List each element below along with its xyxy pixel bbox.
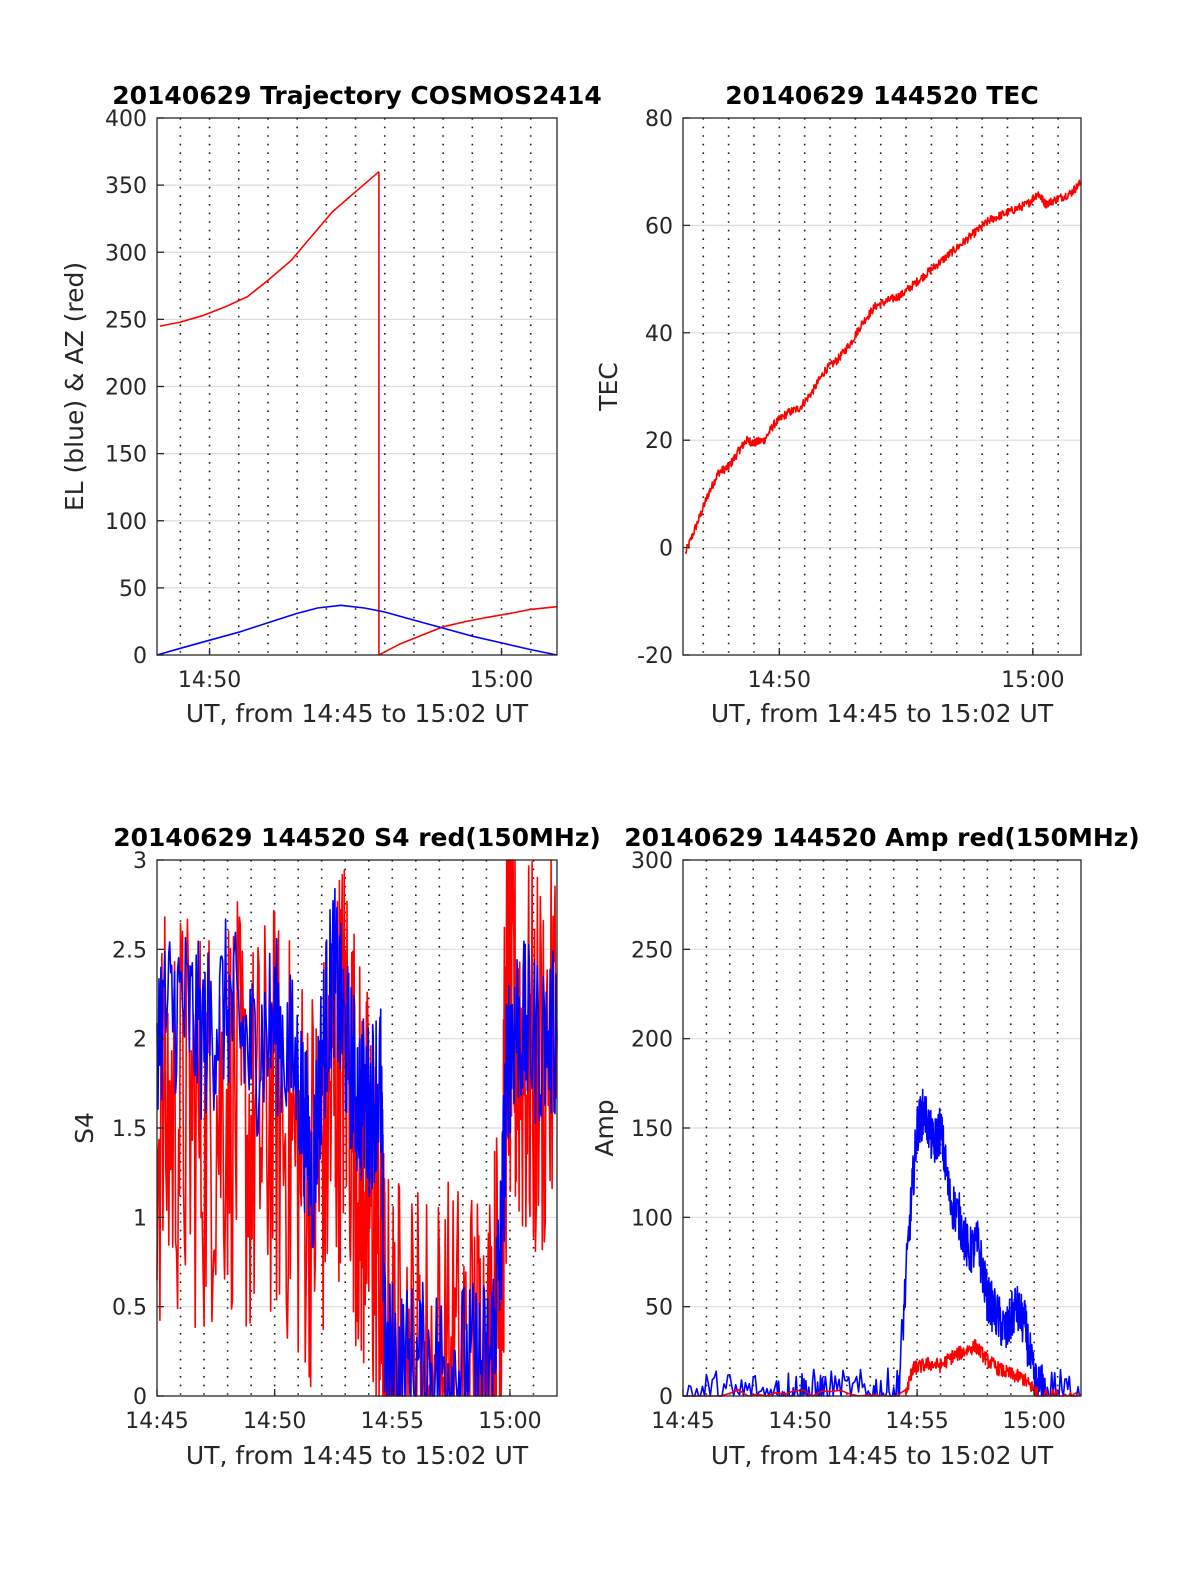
y-tick-label: 0 xyxy=(133,1385,147,1410)
y-tick-label: -20 xyxy=(637,644,673,669)
series-line-0 xyxy=(159,171,380,327)
y-tick-label: 0.5 xyxy=(112,1296,147,1321)
y-tick-label: 2 xyxy=(133,1028,147,1053)
y-tick-label: 0 xyxy=(659,1385,673,1410)
x-tick-label: 15:00 xyxy=(1002,1409,1065,1434)
tick-labels: 14:45 14:50 14:55 15:00 0 0.5 1 1.5 2 2.5 3 xyxy=(112,849,542,1434)
chart-title: 20140629 144520 S4 red(150MHz) xyxy=(113,823,601,852)
tick-labels: 14:50 15:00 0 50 100 150 200 250 300 350 400 xyxy=(105,107,533,693)
grid-lines xyxy=(157,118,557,655)
tick-labels: 14:50 15:00 -20 0 20 40 60 80 xyxy=(637,107,1064,693)
y-tick-label: 50 xyxy=(119,577,147,602)
y-axis-label: EL (blue) & AZ (red) xyxy=(60,262,89,511)
x-axis-label: UT, from 14:45 to 15:02 UT xyxy=(711,1441,1054,1470)
data-lines xyxy=(156,859,558,1397)
y-tick-label: 400 xyxy=(105,107,147,132)
y-tick-label: 0 xyxy=(659,537,673,562)
y-tick-label: 350 xyxy=(105,174,147,199)
y-tick-label: 150 xyxy=(631,1117,673,1142)
series-line-2 xyxy=(378,605,558,656)
trajectory-chart: 14:50 15:00 0 50 100 150 200 250 300 350 400 20140… xyxy=(60,81,602,728)
y-axis-label: TEC xyxy=(594,362,623,412)
y-tick-label: 150 xyxy=(105,443,147,468)
x-tick-label: 14:45 xyxy=(651,1409,714,1434)
y-tick-label: 300 xyxy=(631,849,673,874)
axes-box xyxy=(682,117,1082,656)
y-tick-label: 50 xyxy=(645,1296,673,1321)
plot-area xyxy=(683,118,1081,655)
data-lines xyxy=(156,171,558,656)
y-tick-label: 100 xyxy=(631,1206,673,1231)
x-tick-label: 14:50 xyxy=(748,668,811,693)
x-axis-label: UT, from 14:45 to 15:02 UT xyxy=(711,699,1054,728)
y-tick-label: 3 xyxy=(133,849,147,874)
series-line-3 xyxy=(156,604,558,656)
chart-title: 20140629 144520 TEC xyxy=(725,81,1038,110)
grid-lines xyxy=(683,118,1081,655)
y-tick-label: 1 xyxy=(133,1206,147,1231)
y-tick-label: 200 xyxy=(631,1028,673,1053)
x-axis-label: UT, from 14:45 to 15:02 UT xyxy=(186,1441,529,1470)
data-lines xyxy=(684,179,1082,555)
y-tick-label: 200 xyxy=(105,376,147,401)
y-tick-label: 0 xyxy=(133,644,147,669)
series-line-1 xyxy=(683,1339,1082,1397)
x-tick-label: 14:55 xyxy=(361,1409,424,1434)
y-tick-label: 40 xyxy=(645,322,673,347)
y-tick-label: 80 xyxy=(645,107,673,132)
x-tick-label: 15:00 xyxy=(470,668,533,693)
y-tick-label: 100 xyxy=(105,510,147,535)
y-axis-label: S4 xyxy=(70,1112,99,1144)
grid-lines xyxy=(683,860,1081,1396)
chart-title: 20140629 144520 Amp red(150MHz) xyxy=(624,823,1140,852)
y-tick-label: 60 xyxy=(645,214,673,239)
y-tick-label: 1.5 xyxy=(112,1117,147,1142)
chart-title: 20140629 Trajectory COSMOS2414 xyxy=(112,81,602,110)
x-tick-label: 14:50 xyxy=(243,1409,306,1434)
amp-chart: 14:45 14:50 14:55 15:00 0 50 100 150 200 250 300 2… xyxy=(590,823,1140,1470)
x-axis-label: UT, from 14:45 to 15:02 UT xyxy=(186,699,529,728)
x-tick-label: 15:00 xyxy=(478,1409,541,1434)
series-line-0 xyxy=(684,179,1082,555)
x-tick-label: 14:50 xyxy=(768,1409,831,1434)
x-tick-label: 14:45 xyxy=(125,1409,188,1434)
s4-chart: 14:45 14:50 14:55 15:00 0 0.5 1 1.5 2 2.5 3 201406… xyxy=(70,823,601,1470)
y-axis-label: Amp xyxy=(590,1099,619,1156)
x-tick-label: 14:55 xyxy=(885,1409,948,1434)
y-tick-label: 20 xyxy=(645,429,673,454)
x-tick-label: 15:00 xyxy=(1001,668,1064,693)
y-tick-label: 250 xyxy=(105,308,147,333)
x-tick-label: 14:50 xyxy=(178,668,241,693)
y-tick-label: 2.5 xyxy=(112,938,147,963)
tick-labels: 14:45 14:50 14:55 15:00 0 50 100 150 200 250 300 xyxy=(631,849,1066,1434)
y-tick-label: 300 xyxy=(105,241,147,266)
series-line-1 xyxy=(156,887,558,1397)
y-tick-label: 250 xyxy=(631,938,673,963)
tec-chart: 14:50 15:00 -20 0 20 40 60 80 20140629 144520 T… xyxy=(594,81,1082,728)
